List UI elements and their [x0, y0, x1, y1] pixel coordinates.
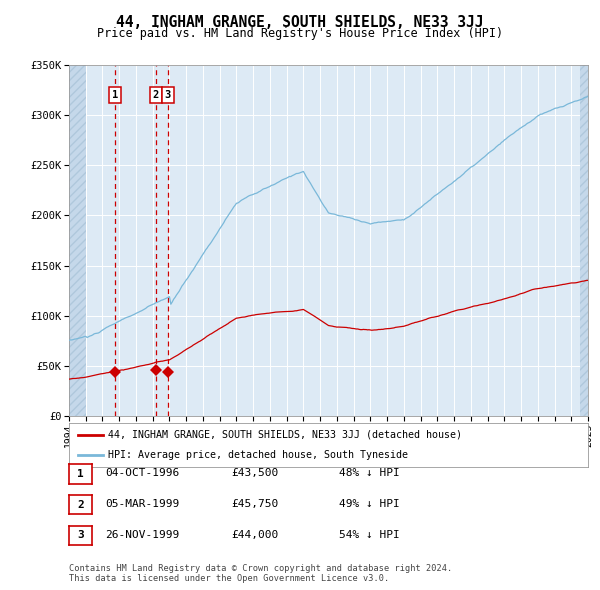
Text: Contains HM Land Registry data © Crown copyright and database right 2024.
This d: Contains HM Land Registry data © Crown c…: [69, 563, 452, 583]
Text: 26-NOV-1999: 26-NOV-1999: [105, 530, 179, 539]
Text: 3: 3: [164, 90, 171, 100]
Text: 2: 2: [152, 90, 159, 100]
Bar: [69, 65, 86, 416]
Text: £43,500: £43,500: [231, 468, 278, 478]
Text: 04-OCT-1996: 04-OCT-1996: [105, 468, 179, 478]
Text: 49% ↓ HPI: 49% ↓ HPI: [339, 499, 400, 509]
Text: 1: 1: [112, 90, 118, 100]
Text: £45,750: £45,750: [231, 499, 278, 509]
Text: Price paid vs. HM Land Registry's House Price Index (HPI): Price paid vs. HM Land Registry's House …: [97, 27, 503, 40]
Bar: [580, 65, 588, 416]
Text: 44, INGHAM GRANGE, SOUTH SHIELDS, NE33 3JJ (detached house): 44, INGHAM GRANGE, SOUTH SHIELDS, NE33 3…: [108, 430, 462, 440]
Text: 2: 2: [77, 500, 84, 510]
Text: 48% ↓ HPI: 48% ↓ HPI: [339, 468, 400, 478]
Text: 54% ↓ HPI: 54% ↓ HPI: [339, 530, 400, 539]
Text: HPI: Average price, detached house, South Tyneside: HPI: Average price, detached house, Sout…: [108, 450, 408, 460]
Text: 1: 1: [77, 469, 84, 479]
Text: 44, INGHAM GRANGE, SOUTH SHIELDS, NE33 3JJ: 44, INGHAM GRANGE, SOUTH SHIELDS, NE33 3…: [116, 15, 484, 30]
Text: £44,000: £44,000: [231, 530, 278, 539]
Text: 05-MAR-1999: 05-MAR-1999: [105, 499, 179, 509]
Text: 3: 3: [77, 530, 84, 540]
